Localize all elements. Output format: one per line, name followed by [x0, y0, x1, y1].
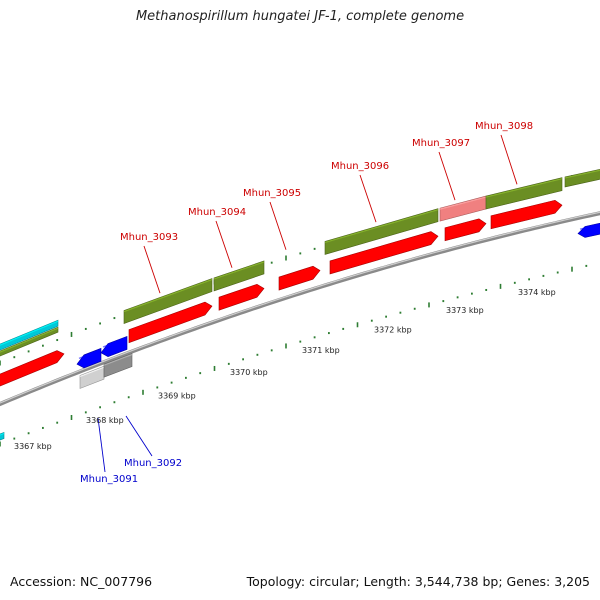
cyan-feature-bar-shine: [0, 320, 59, 346]
cds-bar-left-partial-shine: [0, 327, 59, 353]
gene-label-reverse-0: Mhun_3091: [80, 474, 138, 485]
scale-label-0: 3367 kbp: [14, 442, 52, 451]
scale-label-2: 3369 kbp: [158, 391, 196, 400]
leader-line-forward-4: [438, 151, 456, 201]
leader-line-layer: [97, 134, 518, 473]
accession-text: Accession: NC_007796: [10, 574, 153, 589]
scale-label-6: 3373 kbp: [446, 306, 484, 315]
reverse-gene-arrow-0-shine: [78, 351, 95, 359]
leader-line-forward-3: [359, 174, 377, 223]
gene-arrow-0: [128, 301, 213, 344]
feature-layer: [0, 168, 600, 441]
scale-label-4: 3371 kbp: [302, 346, 340, 355]
gene-label-forward-4: Mhun_3097: [412, 138, 470, 149]
gene-arrow-5-shine: [492, 201, 556, 218]
gene-arrow-2-shine: [280, 267, 314, 279]
gene-arrow-3: [329, 231, 439, 275]
grey-bar-0-shine: [79, 366, 105, 378]
gene-label-forward-2: Mhun_3095: [243, 188, 301, 199]
scale-label-3: 3370 kbp: [230, 368, 268, 377]
label-layer: 3367 kbp 3368 kbp 3369 kbp 3370 kbp 3371 kbp…: [14, 121, 556, 485]
scale-label-1: 3368 kbp: [86, 416, 124, 425]
leader-line-reverse-1: [125, 415, 153, 457]
gene-arrow-2: [278, 265, 321, 291]
cds-bar-right-partial: [564, 168, 600, 188]
gene-label-forward-3: Mhun_3096: [331, 161, 389, 172]
gene-arrow-1: [218, 283, 265, 311]
backbone-highlight: [0, 211, 600, 404]
cds-bar-3: [324, 208, 439, 255]
leader-line-forward-2: [269, 201, 287, 250]
scale-label-7: 3374 kbp: [518, 288, 556, 297]
cds-bar-right-partial-shine: [564, 169, 600, 179]
leader-line-forward-5: [500, 134, 518, 185]
gene-label-forward-0: Mhun_3093: [120, 232, 178, 243]
scale-label-5: 3372 kbp: [374, 325, 412, 334]
genome-summary-text: Topology: circular; Length: 3,544,738 bp…: [246, 574, 590, 589]
leader-line-forward-1: [215, 220, 233, 268]
cds-bar-1-shine: [213, 261, 265, 280]
gene-arrow-0-shine: [130, 302, 206, 332]
gene-label-forward-1: Mhun_3094: [188, 207, 246, 218]
gene-arrow-4: [444, 218, 487, 242]
cds-bar-3-shine: [324, 209, 439, 244]
cds-bar-0: [123, 278, 213, 324]
gene-arrow-5: [490, 199, 563, 230]
gene-arrow-left-partial: [0, 350, 65, 387]
backbone-line: [0, 211, 600, 407]
leader-line-reverse-0: [97, 417, 106, 473]
gene-arrow-left-partial-shine: [0, 351, 58, 377]
cds-bar-0-shine: [123, 279, 213, 313]
gene-label-reverse-1: Mhun_3092: [124, 458, 182, 469]
grey-bar-0: [79, 365, 105, 389]
reverse-gene-arrow-1-shine: [102, 339, 121, 348]
gene-label-forward-5: Mhun_3098: [475, 121, 533, 132]
cds-bar-1: [213, 260, 265, 292]
grey-bar-1-shine: [103, 353, 133, 366]
cds-bar-4: [439, 195, 487, 222]
gene-arrow-3-shine: [331, 232, 432, 263]
gene-arrow-right-partial-shine: [579, 224, 600, 230]
leader-line-forward-0: [143, 245, 161, 294]
grey-bar-1: [103, 353, 133, 378]
cds-bar-4-shine: [439, 196, 487, 210]
gene-arrow-1-shine: [220, 285, 258, 299]
cyan-feature-bar-lower-shine: [0, 432, 5, 436]
cds-bar-5: [485, 177, 563, 210]
gene-arrow-4-shine: [446, 219, 480, 230]
page-title: Methanospirillum hungatei JF-1, complete…: [135, 9, 465, 24]
cds-bar-5-shine: [485, 178, 563, 198]
backbone-layer: [0, 211, 600, 407]
